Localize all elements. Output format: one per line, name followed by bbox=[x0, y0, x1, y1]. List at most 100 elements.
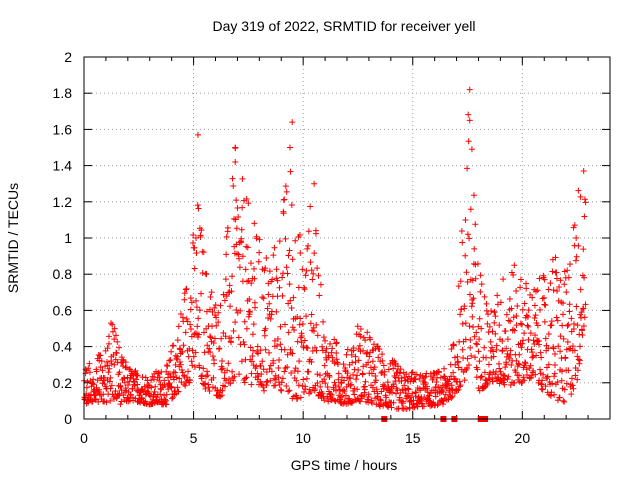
data-point bbox=[569, 382, 576, 389]
data-point bbox=[515, 360, 522, 367]
data-point bbox=[192, 234, 199, 241]
data-point bbox=[192, 349, 199, 356]
data-point bbox=[541, 301, 548, 308]
data-point bbox=[299, 266, 306, 273]
data-point bbox=[203, 308, 210, 315]
data-point bbox=[521, 359, 528, 366]
data-point bbox=[519, 337, 526, 344]
data-point bbox=[195, 315, 202, 322]
data-point bbox=[166, 370, 173, 377]
data-point bbox=[572, 257, 579, 264]
data-point bbox=[575, 356, 582, 363]
data-point bbox=[579, 332, 586, 339]
data-point bbox=[340, 377, 347, 384]
data-point bbox=[213, 314, 220, 321]
data-point bbox=[209, 308, 216, 315]
data-point bbox=[217, 302, 224, 309]
data-point bbox=[499, 347, 506, 354]
data-point bbox=[455, 358, 462, 365]
data-point bbox=[211, 335, 218, 342]
data-point bbox=[474, 366, 481, 373]
data-point bbox=[577, 193, 584, 200]
data-point bbox=[466, 323, 473, 330]
data-point bbox=[232, 158, 239, 165]
data-point bbox=[265, 314, 272, 321]
data-point bbox=[469, 300, 476, 307]
data-point bbox=[191, 244, 198, 251]
data-point bbox=[464, 279, 471, 286]
data-point bbox=[473, 329, 480, 336]
data-point bbox=[90, 381, 97, 388]
data-point bbox=[485, 329, 492, 336]
data-point bbox=[213, 322, 220, 329]
data-point bbox=[552, 254, 559, 261]
data-point bbox=[313, 347, 320, 354]
data-point bbox=[113, 350, 120, 357]
data-point bbox=[194, 323, 201, 330]
data-point bbox=[440, 389, 447, 396]
data-point bbox=[238, 358, 245, 365]
data-point bbox=[563, 380, 570, 387]
data-point bbox=[107, 385, 114, 392]
data-point bbox=[351, 385, 358, 392]
data-point bbox=[283, 383, 290, 390]
data-point bbox=[210, 340, 217, 347]
data-point bbox=[194, 131, 201, 138]
data-point bbox=[259, 294, 266, 301]
data-point bbox=[577, 286, 584, 293]
data-point bbox=[466, 291, 473, 298]
data-point bbox=[576, 357, 583, 364]
data-point bbox=[241, 318, 248, 325]
data-point bbox=[152, 383, 159, 390]
data-point bbox=[465, 361, 472, 368]
data-point bbox=[281, 321, 288, 328]
data-point bbox=[553, 314, 560, 321]
data-point bbox=[195, 331, 202, 338]
data-point bbox=[97, 352, 104, 359]
data-point bbox=[229, 368, 236, 375]
data-point bbox=[184, 318, 191, 325]
data-point bbox=[360, 347, 367, 354]
data-point bbox=[281, 368, 288, 375]
data-point bbox=[299, 320, 306, 327]
data-point bbox=[282, 235, 289, 242]
data-point bbox=[542, 335, 549, 342]
data-point bbox=[528, 346, 535, 353]
data-point bbox=[565, 274, 572, 281]
data-point bbox=[274, 336, 281, 343]
data-point bbox=[547, 322, 554, 329]
data-point bbox=[527, 362, 534, 369]
data-point bbox=[282, 183, 289, 190]
data-point bbox=[280, 210, 287, 217]
data-point bbox=[207, 293, 214, 300]
data-point bbox=[124, 394, 131, 401]
data-point bbox=[437, 374, 444, 381]
data-point bbox=[212, 301, 219, 308]
data-point bbox=[508, 361, 515, 368]
data-point bbox=[374, 343, 381, 350]
data-point bbox=[349, 359, 356, 366]
data-point bbox=[99, 367, 106, 374]
data-point bbox=[458, 306, 465, 313]
data-point bbox=[294, 395, 301, 402]
data-point bbox=[544, 374, 551, 381]
data-point bbox=[177, 361, 184, 368]
data-point bbox=[459, 320, 466, 327]
data-point bbox=[104, 362, 111, 369]
data-point bbox=[272, 382, 279, 389]
data-point bbox=[113, 349, 120, 356]
data-point bbox=[284, 270, 291, 277]
data-point bbox=[484, 380, 491, 387]
data-point bbox=[207, 349, 214, 356]
data-point bbox=[485, 361, 492, 368]
data-point bbox=[285, 252, 292, 259]
data-point bbox=[375, 354, 382, 361]
data-point bbox=[223, 233, 230, 240]
data-point bbox=[151, 388, 158, 395]
data-point bbox=[111, 361, 118, 368]
data-point bbox=[473, 340, 480, 347]
data-point bbox=[471, 245, 478, 252]
data-point bbox=[209, 323, 216, 330]
data-point bbox=[322, 380, 329, 387]
data-point bbox=[556, 394, 563, 401]
